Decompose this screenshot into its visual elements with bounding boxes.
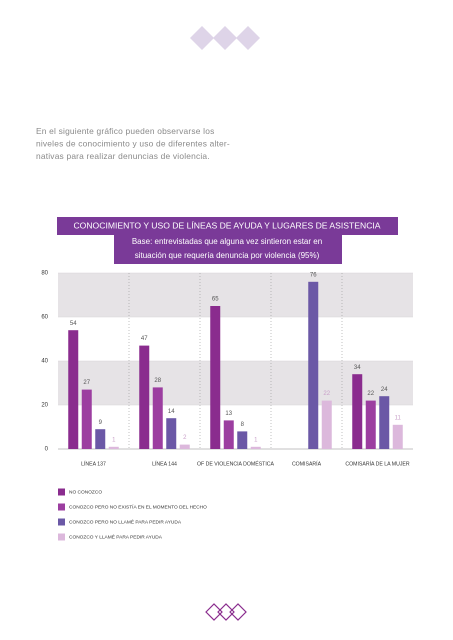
value-label: 2 [183,435,187,441]
bar [365,400,376,449]
y-tick-label: 80 [41,271,48,277]
value-label: 9 [99,420,103,426]
legend-swatch [58,488,65,496]
bar [250,446,261,449]
bar [308,281,319,449]
legend-label: NO CONOZCO [69,489,102,495]
bar [210,306,221,449]
value-label: 34 [354,365,361,371]
intro-line: nativas para realizar denuncias de viole… [36,151,210,161]
legend-swatch [58,503,65,511]
grid-band [58,273,413,317]
bar [95,429,106,449]
value-label: 54 [70,321,77,327]
value-label: 28 [154,378,161,384]
x-tick-label: LÍNEA 137 [81,460,106,467]
x-tick-label: COMISARÍA DE LA MUJER [345,460,410,467]
x-tick-label: LÍNEA 144 [152,460,177,467]
bar [392,424,403,449]
intro-line: niveles de conocimiento y uso de diferen… [36,139,230,149]
x-tick-label: COMISARÍA [292,460,322,467]
bar [352,374,363,449]
chart-subtitle: situación que requería denuncia por viol… [135,251,320,260]
legend-swatch [58,533,65,541]
bar [321,400,332,449]
legend-swatch [58,518,65,526]
value-label: 8 [241,422,245,428]
bar [81,389,92,449]
x-tick-label: OF DE VIOLENCIA DOMÉSTICA [197,460,275,467]
value-label: 11 [395,415,402,421]
legend-label: CONOZCO PERO NO EXISTÍA EN EL MOMENTO DE… [69,503,207,510]
bar [152,387,163,449]
y-tick-label: 60 [41,315,48,321]
value-label: 1 [254,437,258,443]
bar [223,420,234,449]
subtitle-box [114,235,342,264]
value-label: 65 [212,297,219,303]
logo-top [190,26,260,50]
value-label: 24 [381,387,388,393]
bar [139,345,150,449]
bar [179,444,190,449]
chart-subtitle: Base: entrevistadas que alguna vez sinti… [132,237,322,246]
value-label: 47 [141,336,148,342]
value-label: 22 [323,391,330,397]
logo-bottom [205,603,247,621]
title-box [57,217,398,235]
value-label: 1 [112,437,116,443]
legend-label: CONOZCO PERO NO LLAMÉ PARA PEDIR AYUDA [69,518,182,525]
value-label: 22 [367,391,374,397]
bar [166,418,177,449]
value-label: 14 [168,409,175,415]
value-label: 13 [225,411,232,417]
bar [108,446,119,449]
bar [379,396,390,449]
intro-text: En el siguiente gráfico pueden observars… [36,126,230,161]
bar [237,431,248,449]
chart-title: CONOCIMIENTO Y USO DE LÍNEAS DE AYUDA Y … [73,220,380,230]
legend-label: CONOZCO Y LLAMÉ PARA PEDIR AYUDA [69,533,163,540]
intro-line: En el siguiente gráfico pueden observars… [36,126,214,136]
value-label: 76 [310,272,317,278]
y-tick-label: 20 [41,403,48,409]
value-label: 27 [83,380,90,386]
bar [68,330,79,449]
y-tick-label: 40 [41,359,48,365]
y-tick-label: 0 [45,447,49,453]
